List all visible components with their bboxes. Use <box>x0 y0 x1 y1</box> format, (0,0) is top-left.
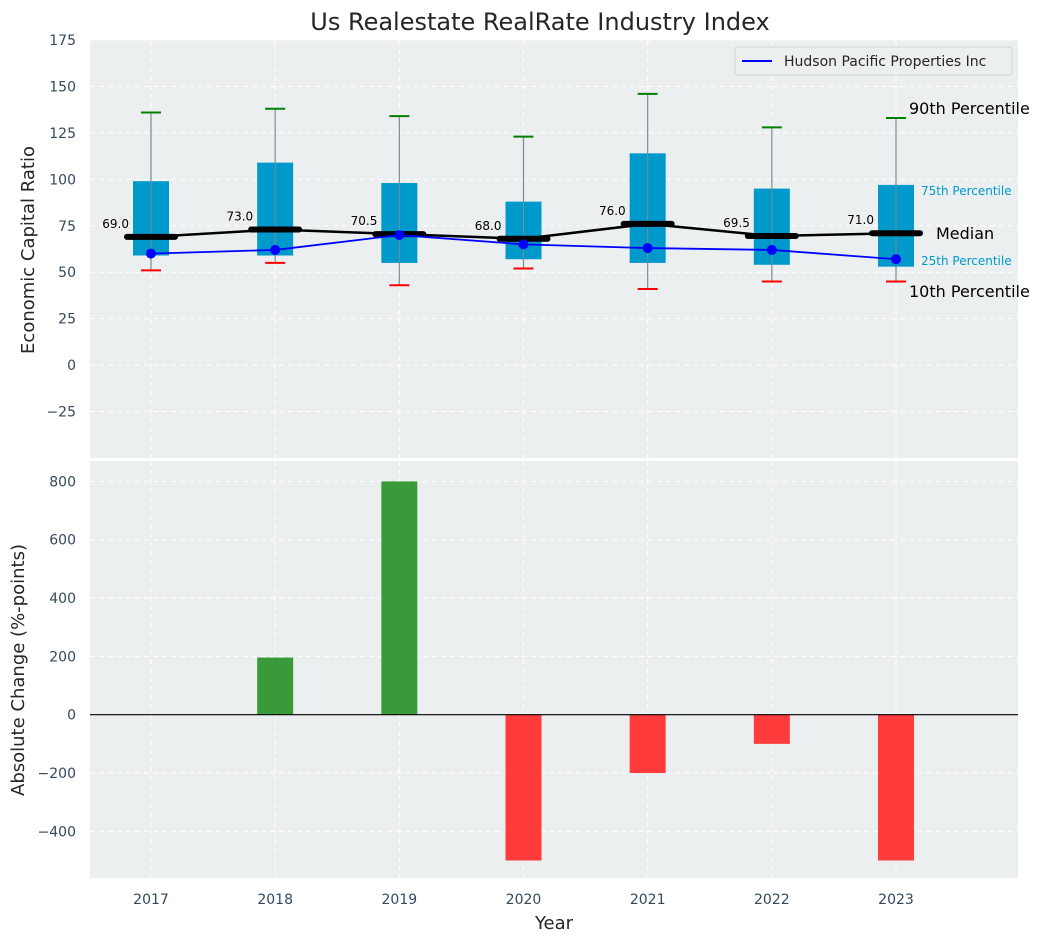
series-point <box>766 244 777 255</box>
y-tick-label: −400 <box>38 824 76 840</box>
x-tick-label: 2022 <box>754 892 790 908</box>
y-tick-label: 50 <box>58 265 76 281</box>
y-tick-label: 200 <box>49 649 76 665</box>
box-plot-boxes <box>133 92 914 290</box>
median-trend: 69.0 73.0 70.5 68.0 76.0 69.5 71.0 <box>102 204 923 242</box>
x-tick-label: 2023 <box>878 892 914 908</box>
percentile-annotations: 90th Percentile 75th Percentile Median 2… <box>909 99 1030 301</box>
bar-negative <box>753 714 790 744</box>
median-value-label: 73.0 <box>226 209 253 223</box>
x-tick-label: 2020 <box>506 892 542 908</box>
y-tick-label: 25 <box>58 312 76 328</box>
y-tick-label: 0 <box>67 708 76 724</box>
median-value-label: 71.0 <box>847 213 874 227</box>
x-tick-label: 2018 <box>257 892 293 908</box>
x-tick-label: 2019 <box>382 892 418 908</box>
x-tick-label: 2017 <box>133 892 169 908</box>
series-point <box>270 244 281 255</box>
annotation-p75: 75th Percentile <box>921 184 1012 198</box>
series-point <box>394 230 405 241</box>
y-tick-label: 125 <box>49 126 76 142</box>
bar-negative <box>505 714 542 861</box>
median-value-label: 70.5 <box>351 214 378 228</box>
box-plot-y-ticks: −25 0 25 50 75 100 125 150 175 <box>46 33 76 421</box>
median-value-label: 76.0 <box>599 204 626 218</box>
annotation-p10: 10th Percentile <box>909 282 1030 301</box>
legend-label-hudson: Hudson Pacific Properties Inc <box>784 54 986 70</box>
change-y-ticks: −400 −200 0 200 400 600 800 <box>38 474 76 840</box>
y-tick-label: 0 <box>67 358 76 374</box>
legend-box <box>734 46 1013 76</box>
bar-negative <box>629 714 666 774</box>
x-tick-label: 2021 <box>630 892 666 908</box>
median-value-label: 69.5 <box>723 216 750 230</box>
y-tick-label: 600 <box>49 533 76 549</box>
series-point <box>518 239 529 250</box>
median-value-label: 68.0 <box>475 219 502 233</box>
y-tick-label: 75 <box>58 219 76 235</box>
y-tick-label: 175 <box>49 33 76 49</box>
series-point <box>146 248 156 259</box>
bar-positive <box>381 481 418 715</box>
y-tick-label: −25 <box>46 405 76 421</box>
y-tick-label: −200 <box>38 766 76 782</box>
y-tick-label: 800 <box>49 474 76 490</box>
bottom-y-axis-label: Absolute Change (%-points) <box>8 544 29 796</box>
change-plot-area <box>90 461 1018 878</box>
x-axis-label: Year <box>534 913 574 934</box>
bar-negative <box>878 714 914 861</box>
legend: Hudson Pacific Properties Inc <box>734 46 1013 76</box>
company-series <box>146 230 901 265</box>
chart-title: Us Realestate RealRate Industry Index <box>310 8 769 36</box>
change-bars <box>257 481 914 861</box>
annotation-p25: 25th Percentile <box>921 254 1012 268</box>
x-ticks: 2017 2018 2019 2020 2021 2022 2023 <box>133 892 914 908</box>
y-tick-label: 150 <box>49 79 76 95</box>
series-point <box>891 254 901 265</box>
y-tick-label: 100 <box>49 172 76 188</box>
bar-positive <box>257 657 294 715</box>
box-plot-plot-area <box>90 40 1018 458</box>
y-tick-label: 400 <box>49 591 76 607</box>
median-value-label: 69.0 <box>102 217 129 231</box>
series-point <box>642 243 653 254</box>
annotation-p90: 90th Percentile <box>909 99 1030 118</box>
top-y-axis-label: Economic Capital Ratio <box>18 146 39 354</box>
annotation-median: Median <box>936 224 994 243</box>
box-plot-panel: −25 0 25 50 75 100 125 150 175 69.0 73.0 70.5 68.0 7… <box>18 8 1030 458</box>
